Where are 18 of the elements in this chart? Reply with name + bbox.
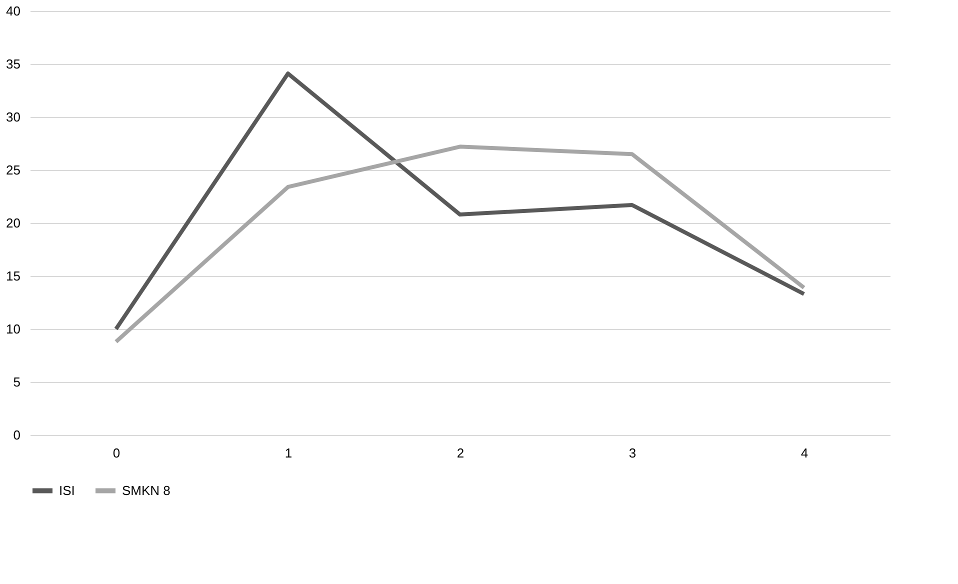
y-tick-label: 15 xyxy=(6,268,20,284)
y-tick-label: 35 xyxy=(6,56,20,72)
y-tick-label: 10 xyxy=(6,322,20,336)
x-tick-label: 1 xyxy=(284,446,292,460)
line-series xyxy=(114,144,806,344)
y-tick-label: 5 xyxy=(13,374,20,390)
x-tick-label: 2 xyxy=(456,446,464,460)
x-tick-label: 0 xyxy=(112,446,120,460)
y-tick-label: 0 xyxy=(13,428,20,442)
x-tick-label: 3 xyxy=(628,446,636,460)
x-tick-label: 4 xyxy=(800,446,808,460)
y-tick-label: 40 xyxy=(6,4,20,18)
y-tick-label: 30 xyxy=(6,110,20,124)
line-series xyxy=(114,72,806,331)
y-tick-label: 20 xyxy=(6,216,20,230)
legend-label: SMKN 8 xyxy=(122,482,170,498)
legend-label: ISI xyxy=(59,482,75,498)
y-tick-label: 25 xyxy=(6,162,20,178)
